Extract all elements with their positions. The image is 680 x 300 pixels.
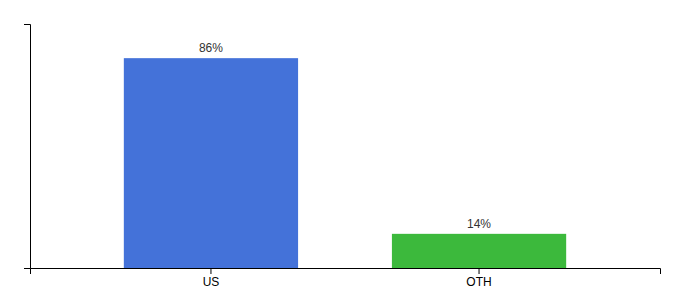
bars — [124, 58, 566, 268]
y-axis — [24, 25, 31, 269]
x-tick: OTH — [466, 268, 491, 289]
plot: US OTH 86% 14% — [24, 25, 661, 289]
data-label: 86% — [199, 41, 223, 55]
x-tick: US — [203, 268, 220, 289]
x-tick-mark — [210, 268, 211, 274]
x-axis: US OTH — [31, 268, 661, 289]
data-labels: 86% 14% — [199, 41, 491, 231]
x-tick-label: OTH — [466, 275, 491, 289]
y-axis-line — [24, 25, 31, 269]
chart-container: US OTH 86% 14% — [0, 0, 680, 300]
bar — [392, 234, 566, 268]
data-label: 14% — [467, 217, 491, 231]
x-tick-label: US — [203, 275, 220, 289]
chart-svg: US OTH 86% 14% — [0, 0, 680, 300]
x-axis-line — [31, 269, 661, 275]
bar — [124, 58, 298, 268]
x-tick-mark — [479, 268, 480, 274]
